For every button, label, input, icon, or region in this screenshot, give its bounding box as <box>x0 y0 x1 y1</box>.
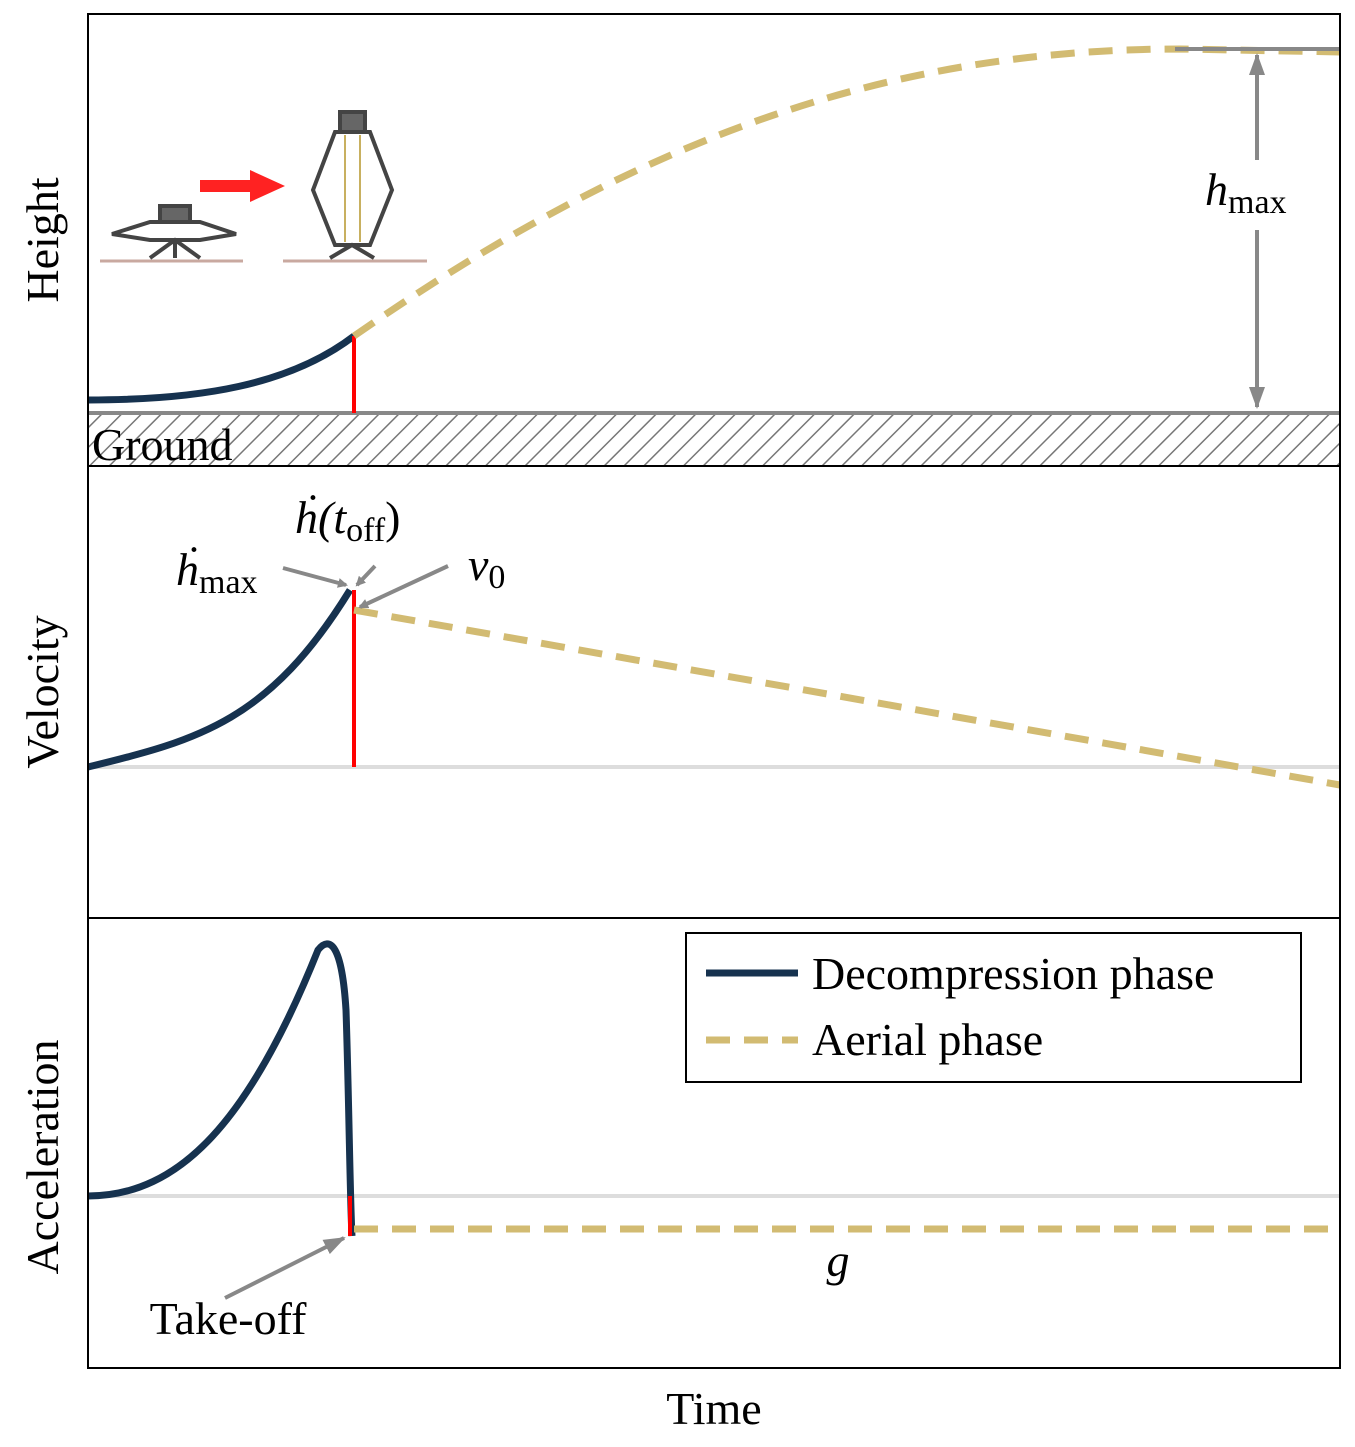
arrow <box>358 564 449 609</box>
base: h <box>1205 164 1228 215</box>
aerial-curve <box>353 606 1341 789</box>
transition-arrow <box>200 170 285 202</box>
arrow <box>224 1236 346 1300</box>
sub: max <box>199 564 258 601</box>
legend-label: Aerial phase <box>812 1014 1043 1065</box>
v0-label: v0 <box>468 539 505 596</box>
base: v <box>468 539 489 590</box>
y-label: Acceleration <box>17 1040 68 1275</box>
y-label: Velocity <box>17 615 68 768</box>
velocity-panel: ḣmax ḣ(toff) v0 <box>87 492 1341 789</box>
arrow <box>355 564 377 587</box>
decompression-curve <box>87 333 357 404</box>
sub: 0 <box>488 559 505 596</box>
sub: off <box>346 512 386 549</box>
robot-compressed <box>100 204 243 263</box>
height-panel: Ground hmax <box>87 45 1341 470</box>
label-bg <box>1200 160 1310 230</box>
aerial-curve <box>352 45 1341 339</box>
ground-label: Ground <box>92 419 233 470</box>
takeoff-label: Take-off <box>150 1293 308 1344</box>
hdot-toff-label: ḣ(toff) <box>295 492 400 549</box>
x-label: Time <box>666 1383 761 1434</box>
base: ḣ <box>176 544 199 595</box>
arrow <box>282 566 348 588</box>
sub: max <box>1228 184 1287 221</box>
legend-label: Decompression phase <box>812 948 1214 999</box>
end: ) <box>385 492 400 543</box>
decompression-curve <box>87 940 356 1237</box>
ground-hatch <box>88 413 1340 466</box>
legend <box>685 932 1302 1083</box>
y-label: Height <box>17 177 68 302</box>
hmax-label: hmax <box>1205 164 1287 221</box>
g-label: g <box>827 1235 850 1286</box>
robot-extended <box>283 110 427 263</box>
decompression-curve <box>87 588 353 771</box>
hdot-max-label: ḣmax <box>176 544 258 601</box>
base: ḣ(t <box>295 492 347 543</box>
acceleration-panel: g Take-off Decompression phase Aerial ph… <box>87 932 1340 1344</box>
frame <box>87 13 1341 1369</box>
